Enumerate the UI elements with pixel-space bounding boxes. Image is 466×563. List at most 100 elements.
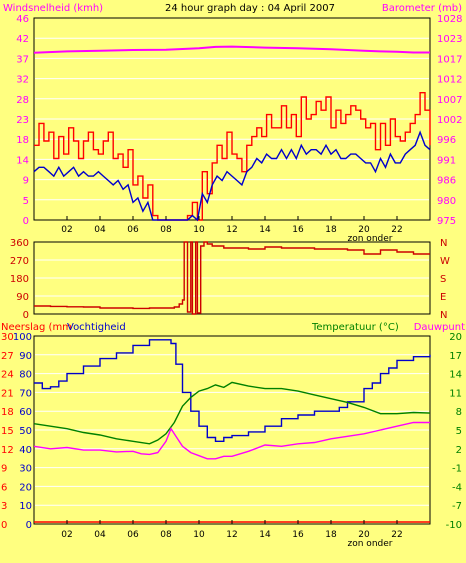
x-tick-label: 16 — [292, 225, 304, 235]
dewpoint-axis-label: Dauwpunt — [414, 322, 465, 333]
direction-gridlines — [35, 259, 429, 297]
wind-y-tick-label: 14 — [16, 155, 29, 166]
humidity-y-tick-label: 60 — [19, 407, 32, 418]
x-tick-label: 10 — [193, 225, 205, 235]
x-tick-label: 20 — [358, 530, 370, 540]
temperature-line — [33, 381, 431, 445]
barometer-y-tick-label: 1028 — [437, 14, 462, 25]
chart-title: 24 hour graph day : 04 April 2007 — [165, 3, 335, 14]
wind-axis-label: Windsnelheid (kmh) — [3, 3, 103, 14]
rain-y-tick-label: 12 — [1, 445, 14, 456]
temperature-y-tick-label: 17 — [449, 351, 462, 362]
humidity-line — [34, 339, 431, 442]
rain-y-tick-label: 0 — [1, 520, 7, 531]
rain-y-tick-label: 6 — [1, 482, 7, 493]
direction-series — [34, 241, 430, 315]
wind-y-tick-label: 37 — [16, 54, 29, 65]
wind-y-tick-label: 18 — [16, 135, 29, 146]
humidity-y-tick-label: 100 — [13, 332, 32, 343]
humidity-y-tick-label: 40 — [19, 445, 32, 456]
temperature-y-tick-label: 2 — [456, 445, 462, 456]
temperature-y-tick-label: -7 — [452, 501, 462, 512]
direction-compass-label: E — [440, 292, 446, 303]
rain-axis-label: Neerslag (mm — [1, 322, 72, 333]
rain-y-tick-label: 21 — [1, 388, 14, 399]
temperature-y-tick-label: 14 — [449, 370, 462, 381]
direction-compass-label: N — [440, 310, 447, 321]
x-tick-label: 18 — [325, 225, 337, 235]
wind-y-ticks: 0 5 9 14 18 23 28 32 37 42 46 — [16, 14, 29, 227]
rain-y-tick-label: 15 — [1, 426, 14, 437]
humidity-y-tick-label: 80 — [19, 370, 32, 381]
rain-y-tick-label: 3 — [1, 501, 7, 512]
humidity-y-ticks: 0 10 20 30 40 50 60 70 80 90 100 — [13, 332, 32, 531]
x-tick-label: 08 — [160, 530, 172, 540]
temperature-y-tick-label: -4 — [452, 482, 462, 493]
temperature-y-ticks: -10 -7 -4 -1 2 5 8 11 14 17 20 — [446, 332, 462, 531]
x-tick-label: 02 — [61, 225, 72, 235]
temperature-y-tick-label: 20 — [449, 332, 462, 343]
rain-y-tick-label: 30 — [1, 332, 14, 343]
direction-compass-label: N — [440, 238, 447, 249]
x-tick-label: 08 — [160, 225, 172, 235]
x-tick-label: 04 — [94, 530, 106, 540]
x-tick-label: 04 — [94, 225, 106, 235]
temperature-y-tick-label: 5 — [456, 426, 462, 437]
barometer-y-ticks: 975 980 986 991 996 1002 1007 1012 1017 1023 1028 — [437, 14, 462, 227]
direction-degree-ticks: 0 90 180 270 360 — [10, 238, 29, 321]
x-tick-label: 06 — [127, 530, 139, 540]
rain-y-ticks: 0 3 6 9 12 15 18 21 24 27 30 — [1, 332, 14, 531]
humidity-y-tick-label: 20 — [19, 482, 32, 493]
wind-series — [33, 45, 431, 222]
wind-y-tick-label: 0 — [23, 216, 29, 227]
rain-y-tick-label: 24 — [1, 370, 14, 381]
direction-degree-label: 360 — [10, 238, 29, 249]
wind-x-ticks: 02 04 06 08 10 12 14 16 18 20 22 — [61, 216, 403, 235]
direction-compass-label: S — [440, 274, 446, 285]
humidity-temperature-panel: 0 3 6 9 12 15 18 21 24 27 30 0 10 20 30 40 50 60 70 80 90 10… — [1, 332, 462, 549]
x-tick-label: 22 — [391, 530, 402, 540]
x-tick-label: 18 — [325, 530, 337, 540]
x-tick-label: 14 — [259, 530, 271, 540]
wind-y-tick-label: 5 — [23, 196, 29, 207]
wind-average-line — [33, 130, 431, 222]
humidity-y-tick-label: 70 — [19, 388, 32, 399]
temperature-y-tick-label: 8 — [456, 407, 462, 418]
barometer-y-tick-label: 1002 — [437, 115, 462, 126]
wind-y-tick-label: 9 — [23, 176, 29, 187]
direction-compass-label: W — [440, 256, 450, 267]
x-tick-label: 06 — [127, 225, 139, 235]
barometer-y-tick-label: 1017 — [437, 54, 462, 65]
temperature-y-tick-label: -10 — [446, 520, 462, 531]
direction-degree-label: 0 — [23, 310, 29, 321]
sunset-label-3: zon onder — [348, 539, 393, 549]
barometer-line — [33, 45, 430, 54]
x-tick-label: 02 — [61, 530, 72, 540]
humidity-y-tick-label: 50 — [19, 426, 32, 437]
humidity-y-tick-label: 0 — [26, 520, 32, 531]
barometer-y-tick-label: 1012 — [437, 75, 462, 86]
rain-y-tick-label: 27 — [1, 351, 14, 362]
temp-x-ticks: 02 04 06 08 10 12 14 16 18 20 22 — [61, 520, 403, 540]
temperature-y-tick-label: 11 — [449, 388, 462, 399]
humidity-y-tick-label: 30 — [19, 464, 32, 475]
wind-y-tick-label: 32 — [16, 75, 29, 86]
barometer-y-tick-label: 991 — [437, 155, 456, 166]
direction-degree-label: 90 — [16, 292, 29, 303]
barometer-y-tick-label: 1007 — [437, 95, 462, 106]
x-tick-label: 12 — [226, 530, 237, 540]
wind-y-tick-label: 42 — [16, 34, 29, 45]
x-tick-label: 16 — [292, 530, 304, 540]
barometer-y-tick-label: 996 — [437, 135, 456, 146]
humidity-y-tick-label: 10 — [19, 501, 32, 512]
wind-gust-line — [34, 92, 431, 221]
barometer-axis-label: Barometer (mb) — [382, 3, 462, 14]
humidity-axis-label: Vochtigheid — [67, 322, 126, 333]
x-tick-label: 12 — [226, 225, 237, 235]
barometer-y-tick-label: 975 — [437, 216, 456, 227]
direction-degree-label: 180 — [10, 274, 29, 285]
wind-direction-line — [34, 241, 430, 315]
